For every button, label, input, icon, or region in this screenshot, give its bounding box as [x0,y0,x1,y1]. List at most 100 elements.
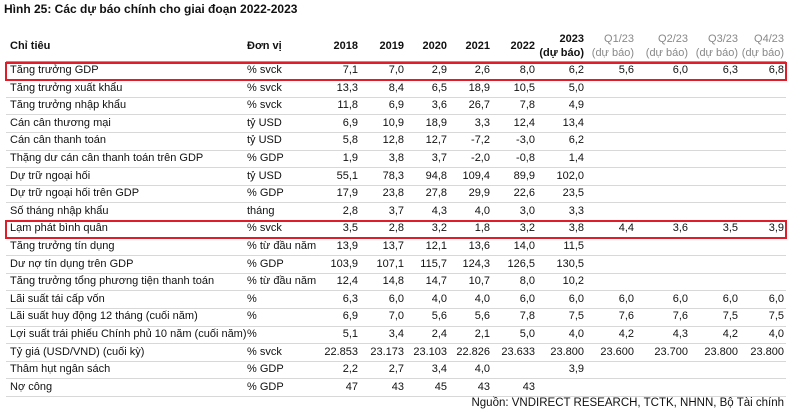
cell-value: 11,5 [563,240,584,252]
row-label: Dự trữ ngoại hối [10,169,91,182]
column-header: (dự báo) [591,47,634,59]
cell-value: 4,0 [768,328,784,340]
cell-value: 55,1 [336,169,358,182]
column-header: (dự báo) [539,47,584,59]
unit: tỷ USD [247,169,282,182]
cell-value: 115,7 [420,257,447,270]
cell-value: 4,9 [568,99,584,112]
cell-value: 3,6 [672,222,688,235]
cell-value: 4,0 [568,328,584,340]
cell-value: 43 [391,380,404,393]
cell-value: 103,9 [330,257,358,270]
column-header: Q1/23 [604,33,634,45]
unit: % từ đầu năm [247,240,317,252]
cell-value: 2,6 [474,64,490,76]
cell-value: 23.800 [550,345,584,358]
cell-value: 6,5 [431,81,447,94]
cell-value: 7,8 [519,99,535,112]
cell-value: 17,9 [336,187,358,200]
cell-value: 23,8 [382,187,404,200]
column-header: Đơn vị [247,40,282,52]
cell-value: 130,5 [556,257,584,270]
cell-value: 3,8 [388,152,404,164]
row-rule [6,307,786,309]
cell-value: 5,6 [618,64,634,76]
cell-value: 102,0 [556,169,584,182]
cell-value: 1,8 [474,222,490,235]
cell-value: 5,0 [519,328,535,340]
cell-value: 14,7 [425,275,447,288]
cell-value: 10,9 [382,116,404,129]
row-rule [6,395,786,397]
cell-value: 45 [434,380,447,393]
cell-value: 22,6 [513,187,535,200]
row-label: Tăng trưởng GDP [10,64,99,76]
row-label: Dự trữ ngoại hối trên GDP [10,187,140,200]
column-header: (dự báo) [645,47,688,59]
cell-value: 4,4 [618,222,634,235]
cell-value: 6,9 [342,310,358,323]
cell-value: 6,0 [519,292,535,305]
cell-value: 13,4 [562,116,584,129]
column-header: Q4/23 [754,33,784,45]
cell-value: 4,3 [431,204,447,217]
cell-value: 6,9 [342,116,358,129]
cell-value: 23,5 [562,187,584,200]
row-label: Thặng dư cán cân thanh toán trên GDP [10,152,204,164]
cell-value: 12,4 [336,275,358,288]
cell-value: 2,8 [388,222,404,235]
cell-value: 2,9 [431,64,447,76]
row-rule [6,114,786,116]
cell-value: 14,0 [513,240,535,252]
row-label: Tăng trưởng tín dụng [10,240,115,252]
row-label: Lạm phát bình quân [10,222,108,235]
cell-value: 13,9 [336,240,358,252]
column-header: 2020 [422,40,447,52]
unit: % [247,310,257,323]
row-rule [6,360,786,362]
column-header: 2019 [379,40,404,52]
cell-value: 2,7 [388,363,404,376]
column-header: Q3/23 [708,33,738,45]
cell-value: 3,0 [519,204,535,217]
cell-value: 13,7 [382,240,404,252]
unit: % GDP [247,187,284,200]
cell-value: 4,3 [672,328,688,340]
cell-value: 3,3 [568,204,584,217]
cell-value: 27,8 [425,187,447,200]
unit: % GDP [247,380,284,393]
cell-value: 26,7 [468,99,490,112]
cell-value: 10,7 [468,275,490,288]
cell-value: 7,0 [388,310,404,323]
column-header: 2023 [559,33,584,45]
cell-value: 6,9 [388,99,404,112]
highlight-box [5,61,787,81]
cell-value: 11,8 [337,99,358,112]
cell-value: 3,9 [568,363,584,376]
cell-value: 4,0 [474,363,490,376]
column-header: 2018 [333,40,358,52]
column-header: (dự báo) [695,47,738,59]
column-header: (dự báo) [741,47,784,59]
cell-value: 78,3 [382,169,404,182]
cell-value: 12,8 [382,134,404,147]
cell-value: 1,9 [342,152,358,164]
cell-value: 6,3 [722,64,738,76]
cell-value: 4,0 [474,204,490,217]
source-note: Nguồn: VNDIRECT RESEARCH, TCTK, NHNN, Bộ… [471,397,784,409]
cell-value: 3,2 [519,222,535,235]
cell-value: 23.173 [370,345,404,358]
row-rule [6,343,786,345]
cell-value: 3,9 [768,222,784,235]
unit: % [247,292,257,305]
unit: % svck [247,64,282,76]
cell-value: 2,4 [431,328,447,340]
cell-value: 6,0 [672,64,688,76]
unit: % GDP [247,152,284,164]
row-label: Tăng trưởng tổng phương tiện thanh toán [10,275,215,288]
cell-value: 7,5 [768,310,784,323]
cell-value: 43 [477,380,490,393]
unit: % từ đầu năm [247,275,317,288]
row-label: Nợ công [10,380,53,393]
